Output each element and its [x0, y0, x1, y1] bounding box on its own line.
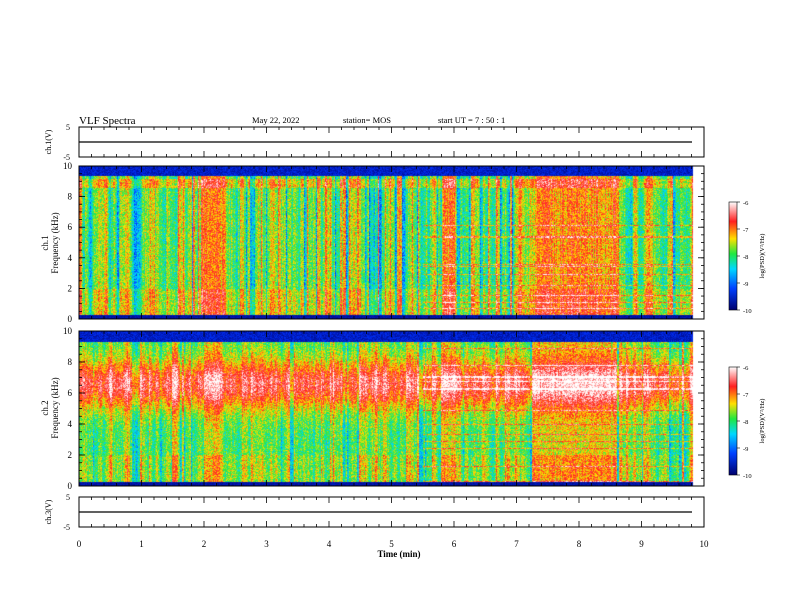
ch1-voltage-tick-bottom: -5 — [63, 153, 70, 162]
ch2-spectrogram-ylabel-freq: Frequency (kHz) — [50, 377, 60, 438]
ch1-colorbar-ticks: -6 -7 -8 -9 -10 — [737, 200, 752, 315]
ch2-spectrogram-x-ticks — [78, 331, 705, 486]
ch2-colorbar-ticks: -6 -7 -8 -9 -10 — [737, 365, 752, 480]
colorbar-tick-label: -9 — [743, 446, 748, 453]
colorbar-tick-label: -9 — [743, 281, 748, 288]
frequency-tick-label: 10 — [63, 326, 73, 336]
ch1-voltage-ylabel: ch.1(V) — [44, 129, 53, 154]
frequency-tick-label: 4 — [68, 419, 73, 429]
date-label: May 22, 2022 — [252, 115, 299, 125]
ch1-spectrogram-image — [79, 166, 704, 319]
colorbar-tick-label: -10 — [743, 308, 752, 315]
time-tick-label: 2 — [202, 539, 207, 549]
start-time-label: start UT = 7 : 50 : 1 — [438, 115, 505, 125]
ch1-frequency-ticks: 0 2 4 6 8 10 — [63, 161, 704, 324]
time-tick-label: 10 — [700, 539, 710, 549]
colorbar-tick-label: -7 — [743, 392, 749, 399]
time-tick-label: 4 — [327, 539, 332, 549]
ch3-voltage-panel: 5 -5 ch.3(V) — [44, 493, 705, 532]
frequency-tick-label: 8 — [68, 357, 73, 367]
frequency-tick-label: 8 — [68, 192, 73, 202]
ch2-spectrogram-ylabel-ch: ch.2 — [40, 400, 50, 415]
station-label: station= MOS — [343, 115, 391, 125]
ch1-colorbar-label: log(PSD)(V²/Hz) — [759, 234, 766, 279]
ch1-spectrogram-ylabel-freq: Frequency (kHz) — [50, 212, 60, 273]
ch1-voltage-x-ticks — [78, 127, 705, 157]
time-tick-label: 5 — [389, 539, 394, 549]
time-tick-label: 9 — [639, 539, 644, 549]
colorbar-tick-label: -8 — [743, 419, 748, 426]
frequency-tick-label: 0 — [68, 481, 73, 491]
frequency-tick-label: 2 — [68, 283, 73, 293]
time-tick-label: 1 — [139, 539, 144, 549]
ch2-colorbar-label: log(PSD)(V²/Hz) — [759, 399, 766, 444]
ch1-voltage-panel: 5 -5 ch.1(V) — [44, 123, 705, 162]
ch1-voltage-tick-top: 5 — [66, 123, 70, 132]
ch3-voltage-x-ticks — [78, 497, 705, 527]
colorbar-tick-label: -10 — [743, 473, 752, 480]
ch2-colorbar — [728, 366, 738, 476]
time-tick-label: 3 — [264, 539, 269, 549]
time-axis-tick-labels: 0 1 2 3 4 5 6 7 8 9 10 — [77, 539, 709, 549]
time-tick-label: 7 — [514, 539, 519, 549]
colorbar-tick-label: -8 — [743, 254, 748, 261]
time-tick-label: 8 — [577, 539, 582, 549]
time-tick-label: 0 — [77, 539, 82, 549]
figure-title: VLF Spectra — [79, 115, 136, 127]
colorbar-tick-label: -6 — [743, 365, 749, 372]
ch2-spectrogram-image — [79, 331, 704, 486]
frequency-tick-label: 4 — [68, 253, 73, 263]
frequency-tick-label: 10 — [63, 161, 73, 171]
ch3-voltage-ylabel: ch.3(V) — [44, 499, 53, 524]
time-tick-label: 6 — [452, 539, 457, 549]
ch1-spectrogram-x-ticks — [78, 166, 705, 319]
ch2-spectrogram-panel: 0 2 4 6 8 10 ch.2 Frequency (kHz) -6 -7 -8 -9 -10… — [40, 326, 766, 491]
colorbar-tick-label: -6 — [743, 200, 749, 207]
time-axis-label: Time (min) — [377, 549, 420, 559]
colorbar-tick-label: -7 — [743, 227, 749, 234]
ch1-spectrogram-panel: 0 2 4 6 8 10 ch.1 Frequency (kHz) -6 -7 -8 -9 -10… — [40, 161, 766, 324]
frequency-tick-label: 6 — [68, 388, 73, 398]
frequency-tick-label: 0 — [68, 314, 73, 324]
ch1-colorbar — [728, 201, 738, 311]
ch1-spectrogram-ylabel-ch: ch.1 — [40, 235, 50, 250]
frequency-tick-label: 2 — [68, 450, 73, 460]
frequency-tick-label: 6 — [68, 222, 73, 232]
ch3-voltage-tick-bottom: -5 — [63, 523, 70, 532]
ch3-voltage-tick-top: 5 — [66, 493, 70, 502]
ch2-frequency-ticks: 0 2 4 6 8 10 — [63, 326, 704, 491]
